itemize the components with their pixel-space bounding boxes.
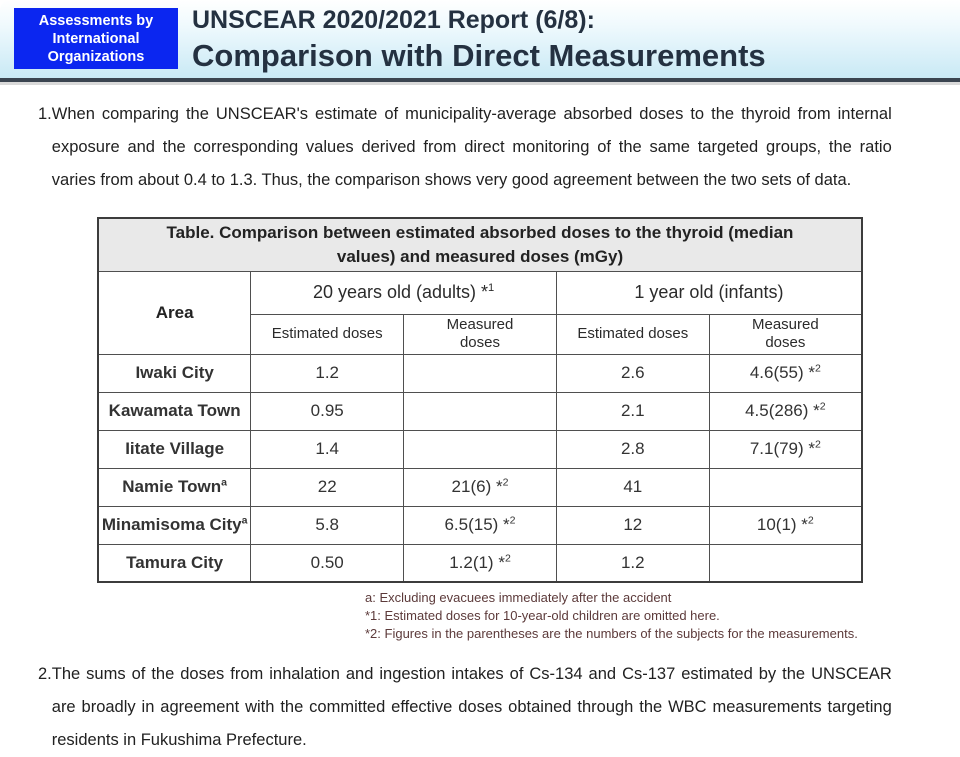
dose-cell: 5.8 [250,505,405,545]
dose-cell: 4.5(286) *2 [708,391,863,431]
table-row: Tamura City 0.50 1.2(1) *2 1.2 [97,543,863,583]
paragraph-text: When comparing the UNSCEAR's estimate of… [51,105,892,189]
dose-cell: 21(6) *2 [403,467,557,507]
dose-cell: 1.2 [555,543,710,583]
table-body: Iwaki City 1.2 2.6 4.6(55) *2 Kawamata Town 0… [97,353,863,583]
dose-cell [708,467,863,507]
area-cell: Minamisoma Citya [97,505,252,545]
dose-cell: 1.2 [250,353,405,393]
dose-cell [403,391,557,431]
dose-cell: 1.2(1) *2 [403,543,557,583]
footnote-1: *1: Estimated doses for 10-year-old chil… [365,608,720,623]
area-cell: Iwaki City [97,353,252,393]
dose-cell: 2.6 [555,353,710,393]
header-band: Assessments by International Organizatio… [0,0,960,78]
infants-estimated-header: Estimated doses [555,313,710,355]
table-title-row: Table. Comparison between estimated abso… [97,217,863,272]
infants-group-header: 1 year old (infants) [555,270,863,315]
header-badge: Assessments by International Organizatio… [14,8,178,69]
dose-cell: 6.5(15) *2 [403,505,557,545]
paragraph-text: The sums of the doses from inhalation an… [51,665,892,749]
header-rule [0,78,960,82]
slide-title: Comparison with Direct Measurements [192,38,766,73]
area-cell: Namie Towna [97,467,252,507]
infants-measured-header: Measured doses [708,313,863,355]
table-row: Kawamata Town 0.95 2.1 4.5(286) *2 [97,391,863,431]
badge-line: International [52,30,140,47]
table-row: Namie Towna 22 21(6) *2 41 [97,467,863,507]
adults-measured-header: Measured doses [403,313,557,355]
paragraph-1: 1. When comparing the UNSCEAR's estimate… [0,98,960,197]
dose-cell: 2.8 [555,429,710,469]
dose-cell: 4.6(55) *2 [708,353,863,393]
dose-cell: 10(1) *2 [708,505,863,545]
table-group-header-row: Area 20 years old (adults) *1 1 year old… [97,270,863,355]
dose-cell: 41 [555,467,710,507]
table-row: Minamisoma Citya 5.8 6.5(15) *2 12 10(1) *2 [97,505,863,545]
table-title: Table. Comparison between estimated abso… [97,217,863,272]
table-row: Iitate Village 1.4 2.8 7.1(79) *2 [97,429,863,469]
table-row: Iwaki City 1.2 2.6 4.6(55) *2 [97,353,863,393]
footnotes: a: Excluding evacuees immediately after … [365,589,960,643]
dose-cell: 0.95 [250,391,405,431]
comparison-table: Table. Comparison between estimated abso… [97,217,863,583]
dose-cell [708,543,863,583]
adults-estimated-header: Estimated doses [250,313,405,355]
area-cell: Kawamata Town [97,391,252,431]
dose-cell: 1.4 [250,429,405,469]
dose-cell: 22 [250,467,405,507]
dose-cell [403,429,557,469]
table-sub-header-row: Estimated doses Measured doses Estimated… [98,313,863,355]
area-cell: Iitate Village [97,429,252,469]
slide-subtitle: UNSCEAR 2020/2021 Report (6/8): [192,6,595,34]
header-rule-shadow [0,82,960,85]
footnote-2: *2: Figures in the parentheses are the n… [365,626,858,641]
paragraph-number: 2. [38,665,52,683]
badge-line: Assessments by [38,12,154,29]
paragraph-2: 2. The sums of the doses from inhalation… [0,658,960,757]
dose-cell: 2.1 [555,391,710,431]
adults-group-header: 20 years old (adults) *1 [250,270,557,315]
area-cell: Tamura City [97,543,252,583]
area-column-header: Area [97,270,252,355]
dose-cell: 0.50 [250,543,405,583]
paragraph-number: 1. [38,105,52,123]
dose-cell: 12 [555,505,710,545]
header-titles: UNSCEAR 2020/2021 Report (6/8): Comparis… [192,4,766,75]
badge-line: Organizations [47,48,145,65]
footnote-a: a: Excluding evacuees immediately after … [365,590,672,605]
dose-cell [403,353,557,393]
dose-cell: 7.1(79) *2 [708,429,863,469]
